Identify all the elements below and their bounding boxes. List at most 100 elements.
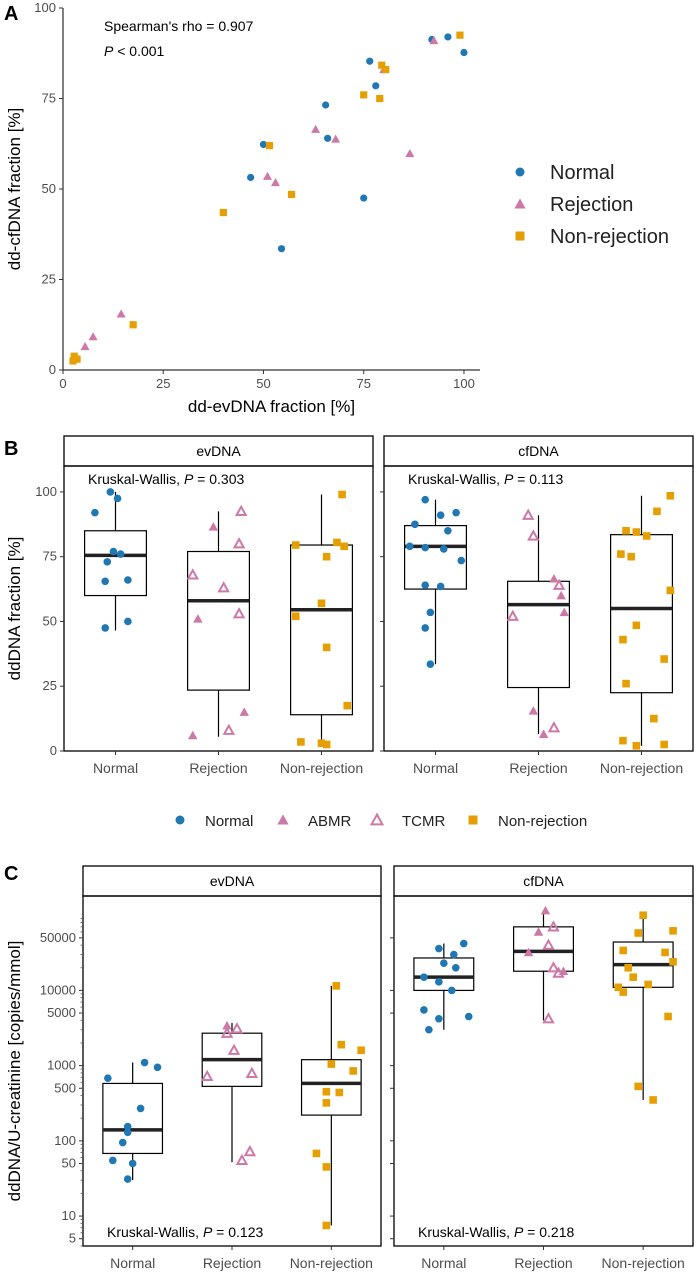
data-point [322,643,331,652]
box [413,957,475,992]
data-point [617,550,625,558]
data-point [123,1175,132,1183]
data-point [123,1128,132,1137]
data-point [91,508,99,517]
kruskal-wallis-label: Kruskal-Wallis, P = 0.218 [418,1224,574,1240]
data-point [521,508,535,520]
data-point [622,679,630,688]
data-point [317,739,326,748]
data-point [322,101,330,109]
data-point [291,541,300,549]
data-point [619,988,628,996]
stat-p: P [514,1224,524,1240]
data-point [103,558,112,566]
box [300,1059,362,1116]
data-point [426,608,435,617]
y-tick-label: 5 [69,1231,76,1246]
data-point [627,552,635,561]
data-point [186,568,200,580]
data-point [457,556,466,565]
data-point [547,920,560,932]
spearman-annotation: Spearman's rho = 0.907 [104,18,254,34]
data-point [124,576,132,584]
data-point [372,82,380,90]
data-point [331,134,341,143]
data-point [420,973,428,981]
y-tick-label: 50000 [40,930,76,945]
data-point [669,927,677,935]
panel-frame [82,895,382,1247]
legend-key [514,198,526,209]
x-tick-label: Rejection [509,760,567,776]
data-point [448,986,456,995]
data-point [227,1043,241,1055]
data-point [452,508,460,517]
data-point [80,341,90,351]
y-tick-label: 50 [43,613,57,628]
data-point [106,488,115,496]
box [290,544,354,716]
data-point [208,522,219,531]
x-tick-label: 0 [59,376,66,391]
data-point [277,245,286,253]
legend-label: ABMR [308,813,352,830]
y-tick-label: 75 [43,549,57,564]
data-point [366,57,374,65]
box [83,530,147,597]
legend-panel-b: Normal ABMR TCMR Non-rejection [175,812,587,830]
facet-strip [383,435,694,467]
box-panel-c: evDNA 5 10 50 100 500 1000 5000 10000 50000 Normal… [5,865,694,1271]
data-point [340,542,348,551]
panel-a-letter: A [4,3,18,25]
stat-prefix: Kruskal-Wallis, [408,471,504,487]
y-tick-label: 75 [42,91,56,106]
data-point [327,1060,336,1068]
y-tick-label: 100 [34,0,56,15]
x-tick-label: Rejection [203,1255,261,1271]
data-point [324,134,332,142]
facet-label: evDNA [196,443,241,459]
kruskal-wallis-label: Kruskal-Wallis, P = 0.113 [408,471,563,487]
data-point [669,958,677,966]
data-point [456,31,464,39]
data-point [337,1040,346,1049]
data-point [104,1074,112,1083]
data-point [322,1163,331,1171]
stat-prefix: Kruskal-Wallis, [88,471,184,487]
data-point [552,578,566,590]
data-point [642,532,651,540]
data-point [624,963,633,972]
stat-value: = 0.113 [513,471,563,487]
data-point [542,1012,555,1024]
x-tick-label: Normal [93,760,138,776]
data-point [222,723,236,735]
x-axis-title: dd-evDNA fraction [%] [188,397,355,416]
kruskal-wallis-label: Kruskal-Wallis, P = 0.303 [88,471,244,487]
data-point [459,939,468,948]
legend-key [277,814,289,825]
data-point [619,736,627,745]
data-point [440,959,448,968]
data-point [333,538,341,547]
x-tick-label: Normal [110,1255,155,1271]
data-point [444,526,452,535]
box [102,1082,164,1155]
data-point [405,149,415,158]
data-point [547,721,561,733]
data-point [259,140,268,149]
data-point [421,495,430,504]
data-point [118,1138,127,1147]
data-point [547,961,560,973]
data-point [109,1156,117,1165]
data-point [322,1087,331,1096]
data-point [220,1026,234,1038]
data-point [436,582,445,591]
data-point [243,1144,257,1157]
stat-prefix: Kruskal-Wallis, [107,1224,203,1240]
data-point [444,33,452,41]
data-point [523,947,534,957]
data-point [639,911,647,920]
data-point [460,48,468,57]
data-point [614,983,623,992]
data-point [533,927,544,936]
